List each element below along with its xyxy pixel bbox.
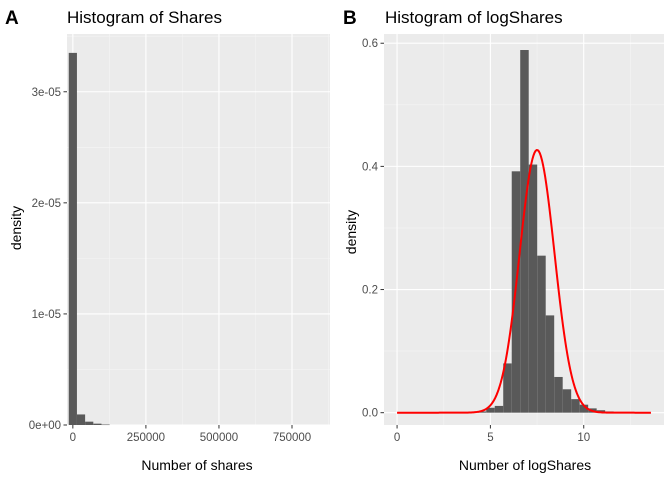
x-tick-label: 250000 <box>127 432 165 444</box>
panel-a-y-axis-label: density <box>8 206 24 250</box>
histogram-bar <box>85 421 94 425</box>
histogram-bar <box>554 376 563 413</box>
y-tick-label: 0e+00 <box>29 420 61 432</box>
x-tick-label: 0 <box>70 432 76 444</box>
y-tick-label: 0.2 <box>362 285 378 297</box>
panel-b-x-ticks: 0 5 10 <box>394 425 590 444</box>
x-tick-label: 5 <box>487 432 493 444</box>
panel-a-tag: A <box>5 8 19 29</box>
panel-a-x-ticks: 0 250000 500000 750000 <box>70 425 311 444</box>
histogram-bar <box>545 315 555 413</box>
panel-a: A Histogram of Shares 0 250000 500000 75000… <box>5 8 330 473</box>
histogram-bar <box>494 405 504 413</box>
histogram-bar <box>503 363 512 413</box>
histogram-bar <box>477 411 487 413</box>
histogram-bar <box>76 414 86 425</box>
histogram-bar <box>562 389 572 413</box>
y-tick-label: 0.4 <box>362 161 379 173</box>
histogram-bar <box>93 423 102 425</box>
panel-a-y-ticks: 0e+00 1e-05 2e-05 3e-05 <box>29 87 67 432</box>
histogram-bar <box>486 407 495 413</box>
panel-a-x-axis-label: Number of shares <box>141 457 252 473</box>
histogram-bar <box>537 255 546 413</box>
panel-b-density-curve <box>397 148 651 414</box>
x-tick-label: 750000 <box>273 432 311 444</box>
panel-b-tag: B <box>343 8 357 29</box>
y-tick-label: 3e-05 <box>32 87 61 99</box>
panel-a-plot-area <box>67 34 330 425</box>
x-tick-label: 0 <box>394 432 400 444</box>
histogram-bar <box>579 404 589 413</box>
y-tick-label: 0.6 <box>362 38 378 50</box>
x-tick-label: 500000 <box>200 432 238 444</box>
panel-a-bars <box>68 52 110 426</box>
panel-b-y-axis-label: density <box>343 210 359 254</box>
panel-b-title: Histogram of logShares <box>385 8 563 27</box>
panel-b-y-ticks: 0.0 0.2 0.4 0.6 <box>362 38 384 420</box>
histogram-bar <box>68 52 77 426</box>
panel-a-minor-grid <box>67 34 330 425</box>
x-tick-label: 10 <box>577 432 590 444</box>
histogram-bar <box>520 50 529 413</box>
histogram-bar <box>528 164 538 413</box>
panel-a-title: Histogram of Shares <box>67 8 222 27</box>
panel-b: B Histogram of logShares 0 5 10 0.00.20.40… <box>343 8 664 473</box>
y-tick-label: 2e-05 <box>32 198 61 210</box>
y-tick-label: 0.0 <box>362 408 378 420</box>
y-tick-label: 1e-05 <box>32 309 61 321</box>
histogram-bar <box>101 424 110 426</box>
histogram-bar <box>571 399 580 413</box>
panel-b-x-axis-label: Number of logShares <box>459 457 591 473</box>
